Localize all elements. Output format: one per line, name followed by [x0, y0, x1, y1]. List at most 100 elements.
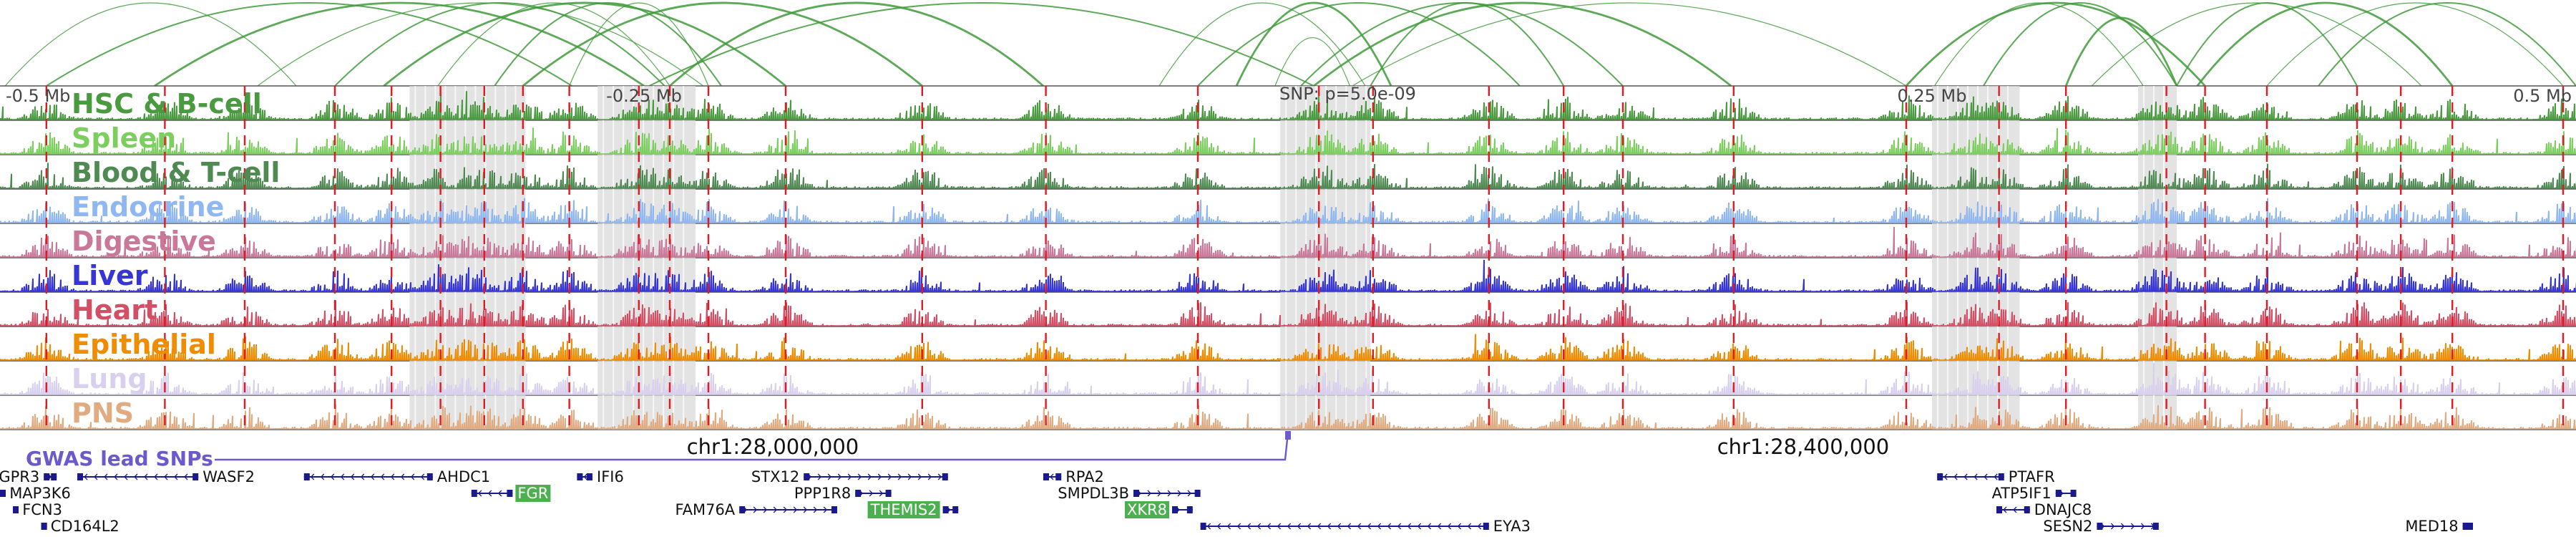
chromatin-loop	[257, 2, 704, 87]
gene-exon	[942, 506, 949, 513]
chromatin-loop	[1300, 2, 1624, 87]
strand-arrow	[1287, 523, 1292, 530]
gene-label: XKR8	[1127, 501, 1167, 518]
gene-map3k6: MAP3K6	[0, 485, 71, 502]
track-label-hsc-b-cell: HSC & B-cell	[72, 88, 262, 120]
strand-arrow	[1427, 523, 1432, 530]
chromatin-loop	[1905, 1, 2206, 87]
gene-sesn2: SESN2	[2043, 518, 2159, 535]
gene-exon	[831, 506, 837, 513]
gene-exon	[587, 473, 592, 480]
strand-arrow	[400, 473, 405, 480]
gene-exon	[426, 473, 433, 480]
strand-arrow	[2130, 523, 2135, 530]
gene-label: GPR3	[0, 468, 39, 485]
strand-arrow	[907, 473, 912, 480]
gene-ppp1r8: PPP1R8	[794, 485, 892, 502]
gene-exon	[2055, 490, 2062, 497]
strand-arrow	[879, 490, 884, 497]
strand-arrow	[877, 473, 882, 480]
chromatin-loop	[46, 2, 572, 87]
strand-arrow	[817, 473, 822, 480]
track-label-digestive: Digestive	[72, 226, 216, 257]
strand-arrow	[773, 506, 778, 513]
gene-exon	[1172, 506, 1178, 513]
strand-arrow	[420, 473, 425, 480]
strand-arrow	[1187, 490, 1191, 497]
gene-label: FAM76A	[675, 501, 735, 518]
chromatin-loop	[2196, 1, 2454, 87]
strand-arrow	[1367, 523, 1372, 530]
strand-arrow	[1307, 523, 1312, 530]
gene-atp5if1: ATP5IF1	[1992, 485, 2077, 502]
gene-label: DNAJC8	[2034, 501, 2092, 518]
track-label-epithelial: Epithelial	[72, 329, 216, 360]
strand-arrow	[1206, 523, 1211, 530]
strand-arrow	[1387, 523, 1392, 530]
gene-stx12: STX12	[751, 468, 948, 485]
gene-exon	[471, 490, 477, 497]
strand-arrow	[1477, 523, 1482, 530]
signal-track-digestive	[0, 226, 2576, 258]
strand-arrow	[1317, 523, 1322, 530]
strand-arrow	[1377, 523, 1382, 530]
chromatin-loops-layer	[4, 1, 2576, 87]
gene-dnajc8: DNAJC8	[1996, 501, 2092, 518]
chromatin-loop	[1370, 2, 1565, 87]
gene-label: SMPDL3B	[1058, 485, 1129, 502]
gene-exon	[303, 473, 310, 480]
chromatin-loop	[2064, 16, 2178, 87]
gene-fcn3: FCN3	[13, 501, 62, 518]
chromatin-loop	[2266, 2, 2564, 87]
strand-arrow	[927, 473, 932, 480]
chromatin-loop	[437, 2, 670, 87]
track-label-spleen: Spleen	[72, 122, 176, 154]
gene-label: STX12	[751, 468, 799, 485]
gene-label: EYA3	[1493, 518, 1531, 535]
gene-eya3: EYA3	[1200, 518, 1531, 535]
chromatin-loop	[1274, 37, 1350, 87]
gene-label: WASF2	[203, 468, 255, 485]
track-label-heart: Heart	[72, 294, 157, 326]
strand-arrow	[837, 473, 842, 480]
gene-gpr3: GPR3	[0, 468, 57, 485]
gwas-snp-marker	[1285, 431, 1291, 440]
strand-arrow	[867, 473, 872, 480]
strand-arrow	[104, 473, 108, 480]
strand-arrow	[823, 506, 828, 513]
strand-arrow	[164, 473, 168, 480]
gene-exon	[192, 473, 199, 480]
gene-exon	[942, 473, 948, 480]
gene-label: ATP5IF1	[1992, 485, 2051, 502]
track-label-liver: Liver	[72, 260, 148, 291]
gene-xkr8: XKR8	[1125, 501, 1193, 518]
strand-arrow	[1984, 473, 1988, 480]
strand-arrow	[763, 506, 768, 513]
signal-track-spleen	[0, 127, 2576, 155]
strand-arrow	[1407, 523, 1412, 530]
strand-arrow	[370, 473, 375, 480]
strand-arrow	[124, 473, 128, 480]
chromatin-loop	[1313, 1, 1732, 87]
strand-arrow	[847, 473, 852, 480]
strand-arrow	[857, 473, 862, 480]
chromatin-loop	[1934, 2, 2144, 87]
strand-arrow	[360, 473, 365, 480]
gene-label: MED18	[2405, 518, 2458, 535]
highlight-band	[409, 86, 526, 430]
chromatin-loop	[2318, 2, 2576, 87]
track-label-endocrine: Endocrine	[72, 191, 224, 223]
gene-exon	[44, 473, 50, 480]
gene-exon	[51, 473, 57, 480]
signal-track-hsc-b-cell	[0, 91, 2576, 120]
strand-arrow	[827, 473, 832, 480]
gwas-lead-snps: GWAS lead SNPs	[26, 431, 1291, 470]
gene-highlight-box	[515, 485, 551, 502]
strand-arrow	[897, 473, 902, 480]
gene-exon	[1483, 523, 1489, 530]
gene-exon	[1998, 473, 2004, 480]
strand-arrow	[134, 473, 138, 480]
gene-label: PPP1R8	[794, 485, 851, 502]
gwas-lead-snps-label: GWAS lead SNPs	[26, 447, 213, 470]
